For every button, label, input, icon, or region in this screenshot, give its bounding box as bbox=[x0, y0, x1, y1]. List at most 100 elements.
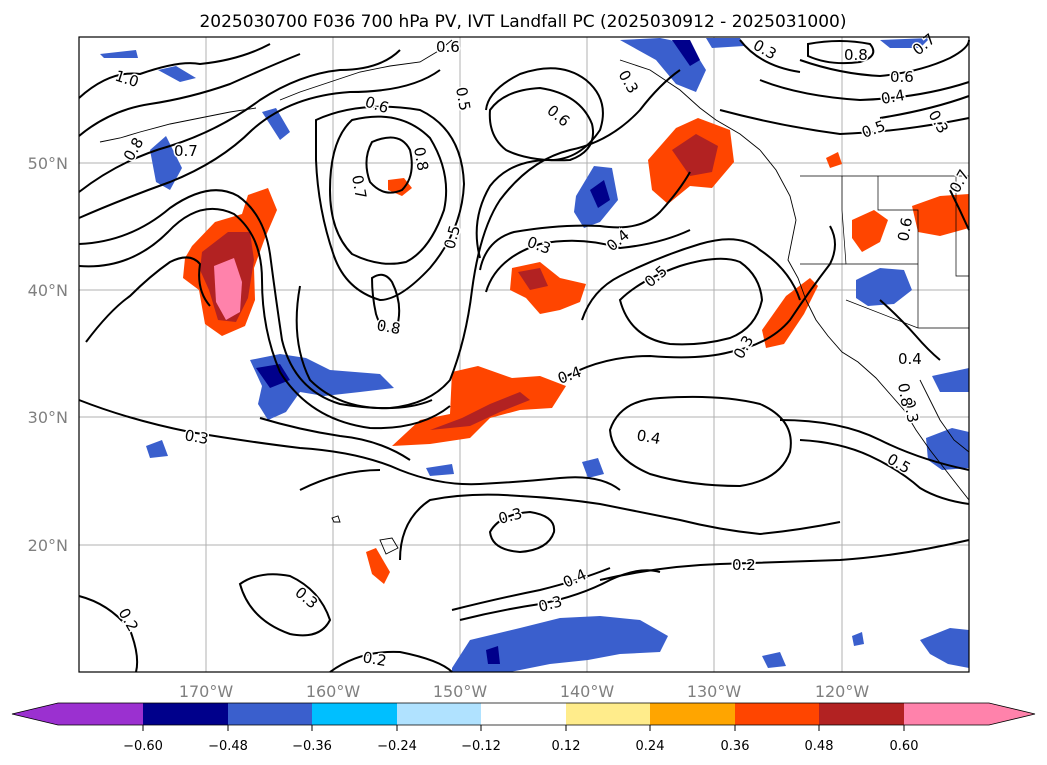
lon-label-120w: 120°W bbox=[815, 682, 870, 701]
contour-06-loop bbox=[488, 86, 594, 162]
colorbar-swatch-5 bbox=[481, 703, 566, 725]
contour-04-trough bbox=[485, 229, 691, 293]
lon-label-160w: 160°W bbox=[306, 682, 361, 701]
contour-03-west bbox=[85, 256, 211, 343]
coast-southeast-alaska bbox=[619, 59, 761, 151]
contour-04-bubble bbox=[608, 395, 792, 488]
anomaly-neg-bering bbox=[158, 66, 196, 82]
contour-label-24: 0.4 bbox=[898, 350, 922, 368]
border-state-4 bbox=[845, 299, 969, 329]
contour-label-5: 0.8 bbox=[410, 146, 432, 173]
colorbar-label-9: 0.60 bbox=[890, 739, 919, 754]
contour-central-mid bbox=[315, 105, 466, 302]
negative-anomaly-shading bbox=[100, 38, 969, 672]
colorbar-label-1: −0.48 bbox=[208, 739, 248, 754]
colorbar-tick-labels: −0.60 −0.48 −0.36 −0.24 −0.12 0.12 0.24 … bbox=[123, 739, 918, 754]
contour-04-southwest-coast bbox=[879, 299, 941, 361]
contour-02-mid bbox=[599, 539, 970, 581]
colorbar-swatch-10 bbox=[904, 703, 989, 725]
contour-03-mid-south bbox=[459, 569, 661, 621]
map-background bbox=[79, 37, 969, 672]
lon-label-140w: 140°W bbox=[560, 682, 615, 701]
contour-1-0 bbox=[78, 43, 271, 99]
contour-label-2: 0.6 bbox=[436, 38, 460, 56]
anomaly-subtropical-band-core bbox=[430, 392, 530, 430]
colorbar-label-5: 0.12 bbox=[552, 739, 581, 754]
contour-label-6: 0.7 bbox=[174, 142, 198, 160]
anomaly-neg-small-5 bbox=[852, 632, 864, 646]
contour-label-36: 0.2 bbox=[361, 648, 388, 670]
longitude-labels: 170°W 160°W 150°W 140°W 130°W 120°W bbox=[179, 682, 870, 701]
anomaly-neg-small-4 bbox=[762, 652, 786, 668]
coast-california bbox=[805, 299, 891, 395]
contour-upper-left bbox=[78, 53, 301, 137]
coast-aleutians bbox=[99, 107, 257, 143]
contour-west-loop bbox=[78, 189, 433, 410]
contour-04-subtropic bbox=[559, 225, 836, 381]
contour-04-east-long bbox=[779, 419, 970, 471]
contour-upper-right-c bbox=[719, 109, 970, 136]
anomaly-small-northwest bbox=[826, 152, 842, 168]
contour-label-13: 0.6 bbox=[890, 68, 914, 86]
coast-british-columbia bbox=[759, 149, 797, 221]
anomaly-neg-southeast bbox=[920, 628, 969, 668]
coast-hawaii-big bbox=[379, 537, 399, 555]
border-state-5 bbox=[955, 176, 969, 277]
contour-06-east bbox=[618, 257, 764, 346]
contour-04-central bbox=[475, 67, 604, 259]
contour-05-east bbox=[581, 238, 801, 321]
contour-03-southwest bbox=[238, 573, 332, 637]
contour-label-25: 0.3 bbox=[900, 398, 922, 425]
lat-label-30n: 30°N bbox=[28, 408, 68, 427]
anomaly-central-pacific-core bbox=[518, 268, 548, 290]
anomaly-neg-alaska-core bbox=[672, 40, 700, 66]
contour-label-23: 0.6 bbox=[894, 216, 916, 243]
colorbar-swatch-9 bbox=[819, 703, 904, 725]
anomaly-neg-tropics bbox=[452, 616, 668, 672]
anomaly-neg-gulf-california bbox=[932, 368, 969, 392]
contour-west-b bbox=[78, 69, 441, 219]
contour-label-29: 0.4 bbox=[635, 426, 662, 448]
contour-upper-right-a bbox=[799, 39, 970, 78]
anomaly-great-basin bbox=[852, 210, 888, 252]
colorbar-extend-high bbox=[989, 703, 1035, 725]
contour-03-trough bbox=[479, 171, 691, 271]
political-borders bbox=[800, 175, 969, 329]
contour-08-south bbox=[370, 273, 401, 332]
contour-03-south-loop bbox=[488, 510, 556, 554]
lat-label-50n: 50°N bbox=[28, 154, 68, 173]
contour-02-southwest bbox=[78, 595, 139, 673]
map-frame bbox=[78, 36, 970, 673]
lat-label-40n: 40°N bbox=[28, 281, 68, 300]
coastlines bbox=[99, 39, 970, 555]
contour-03-long bbox=[299, 469, 381, 491]
contour-upper-right-d bbox=[739, 39, 801, 73]
latitude-labels: 50°N 40°N 30°N 20°N bbox=[28, 154, 68, 555]
border-state-2 bbox=[877, 176, 919, 328]
anomaly-neg-southwest bbox=[856, 268, 912, 306]
contour-05-central bbox=[295, 69, 681, 410]
pv-contours bbox=[78, 39, 970, 673]
contour-central-cell bbox=[328, 115, 448, 265]
contour-label-17: 0.8 bbox=[844, 46, 868, 64]
contour-02-south bbox=[329, 650, 453, 673]
anomaly-neg-yukon bbox=[706, 38, 744, 48]
contour-03-south bbox=[259, 417, 411, 461]
anomaly-neg-small-1 bbox=[146, 440, 168, 458]
anomaly-subtropical-band bbox=[392, 366, 566, 446]
anomaly-neg-tropics-core bbox=[486, 646, 500, 664]
contour-label-3: 0.5 bbox=[452, 86, 474, 113]
colorbar-label-8: 0.48 bbox=[805, 739, 834, 754]
contour-upper-right-e bbox=[879, 95, 970, 119]
contour-label-9: 0.7 bbox=[348, 174, 370, 201]
anomaly-neg-mexico bbox=[926, 428, 969, 470]
lat-label-20n: 20°N bbox=[28, 536, 68, 555]
anomaly-neg-midpacific-core bbox=[256, 364, 290, 388]
colorbar-swatch-2 bbox=[228, 703, 312, 725]
colorbar-outline bbox=[11, 702, 1036, 726]
colorbar: −0.60 −0.48 −0.36 −0.24 −0.12 0.12 0.24 … bbox=[11, 702, 1036, 754]
anomaly-neg-bering-top bbox=[100, 50, 138, 58]
colorbar-swatch-7 bbox=[650, 703, 735, 725]
colorbar-extend-low bbox=[12, 703, 58, 725]
